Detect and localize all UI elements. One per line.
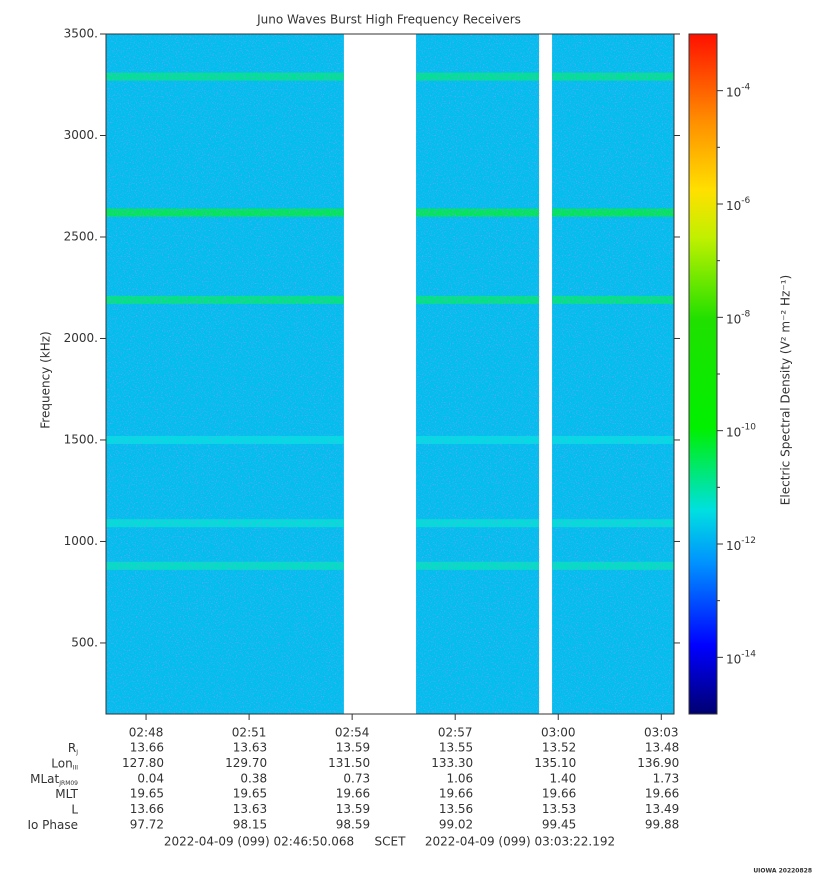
ephemeris-value: 13.48: [645, 741, 679, 755]
z-tick-label: 10-12: [726, 536, 756, 553]
ephemeris-value: 13.66: [130, 802, 164, 816]
ephemeris-label: LonIII: [51, 756, 78, 771]
z-tick-base: 10: [726, 199, 741, 213]
z-tick-base: 10: [726, 652, 741, 666]
ephemeris-value: 13.53: [542, 802, 576, 816]
spectrogram: [106, 34, 674, 714]
ephemeris-value: 97.72: [130, 818, 164, 832]
y-tick-label: 2500.: [64, 229, 98, 243]
z-tick-exponent: -8: [741, 309, 750, 319]
ephemeris-value: 131.50: [328, 756, 370, 770]
noise-texture: [552, 34, 674, 714]
z-tick-label: 10-4: [726, 82, 751, 99]
ephemeris-label: RJ: [68, 741, 78, 756]
x-tick-label: 02:51: [232, 726, 267, 740]
ephemeris-value: 19.66: [645, 787, 679, 801]
z-tick-base: 10: [726, 85, 741, 99]
y-tick-label: 1500.: [64, 432, 98, 446]
z-tick-label: 10-14: [726, 649, 756, 666]
z-tick-exponent: -6: [741, 196, 750, 206]
z-tick-label: 10-8: [726, 309, 751, 326]
ephemeris-label-main: Lon: [51, 756, 72, 770]
z-tick-base: 10: [726, 312, 741, 326]
ephemeris-value: 133.30: [431, 756, 473, 770]
colorbar: [688, 33, 718, 715]
ephemeris-value: 99.88: [645, 818, 679, 832]
z-tick-base: 10: [726, 539, 741, 553]
end-time: 2022-04-09 (099) 03:03:22.192: [425, 835, 615, 849]
ephemeris-value: 13.59: [336, 741, 370, 755]
start-time: 2022-04-09 (099) 02:46:50.068: [164, 835, 354, 849]
ephemeris-label-main: MLat: [30, 771, 59, 785]
x-tick-label: 03:03: [644, 726, 679, 740]
ephemeris-value: 136.90: [637, 756, 679, 770]
ephemeris-label-sub: JRM09: [58, 779, 78, 786]
ephemeris-value: 13.56: [439, 802, 473, 816]
colorbar-label: Electric Spectral Density (V² m⁻² Hz⁻¹): [779, 275, 793, 505]
y-tick-label: 3500.: [64, 27, 98, 41]
noise-texture: [106, 34, 344, 714]
z-tick-exponent: -10: [741, 422, 756, 432]
ephemeris-value: 13.63: [233, 802, 267, 816]
chart-title: Juno Waves Burst High Frequency Receiver…: [256, 13, 521, 27]
z-tick-label: 10-6: [726, 196, 751, 213]
ephemeris-value: 13.52: [542, 741, 576, 755]
ephemeris-value: 1.06: [446, 771, 473, 785]
ephemeris-value: 127.80: [122, 756, 164, 770]
ephemeris-label-sub: J: [75, 749, 78, 756]
ephemeris-label: MLT: [55, 787, 78, 801]
y-tick-label: 500.: [71, 635, 98, 649]
ephemeris-label-main: MLT: [55, 787, 78, 801]
ephemeris-value: 0.04: [137, 771, 164, 785]
noise-texture: [416, 34, 540, 714]
ephemeris-value: 19.65: [233, 787, 267, 801]
ephemeris-value: 135.10: [534, 756, 576, 770]
ephemeris-value: 13.59: [336, 802, 370, 816]
ephemeris-value: 1.40: [550, 771, 577, 785]
ephemeris-value: 13.63: [233, 741, 267, 755]
ephemeris-label-main: Io Phase: [27, 818, 78, 832]
ephemeris-label: Io Phase: [27, 818, 78, 832]
ephemeris-value: 19.66: [542, 787, 576, 801]
ephemeris-value: 0.38: [240, 771, 267, 785]
ephemeris-value: 98.59: [336, 818, 370, 832]
ephemeris-value: 98.15: [233, 818, 267, 832]
ephemeris-value: 13.49: [645, 802, 679, 816]
ephemeris-value: 13.55: [439, 741, 473, 755]
z-tick-exponent: -14: [741, 649, 756, 659]
ephemeris-label: MLatJRM09: [30, 771, 78, 786]
footer: UIOWA 20220828: [753, 868, 812, 875]
x-tick-label: 02:57: [438, 726, 473, 740]
ephemeris-value: 19.66: [439, 787, 473, 801]
x-tick-label: 02:54: [335, 726, 370, 740]
time-label: SCET: [375, 835, 407, 849]
ephemeris-value: 99.02: [439, 818, 473, 832]
z-tick-base: 10: [726, 425, 741, 439]
ephemeris-value: 19.65: [130, 787, 164, 801]
ephemeris-label-sub: III: [73, 764, 79, 771]
ephemeris-value: 129.70: [225, 756, 267, 770]
y-tick-label: 1000.: [64, 534, 98, 548]
ephemeris-value: 99.45: [542, 818, 576, 832]
ephemeris-value: 13.66: [130, 741, 164, 755]
plot-frame: [105, 33, 675, 715]
ephemeris-label: L: [71, 802, 78, 816]
ephemeris-label-main: R: [68, 741, 76, 755]
z-tick-label: 10-10: [726, 422, 756, 439]
y-tick-label: 2000.: [64, 331, 98, 345]
z-tick-exponent: -12: [741, 536, 756, 546]
x-tick-label: 02:48: [129, 726, 164, 740]
x-tick-label: 03:00: [541, 726, 576, 740]
ephemeris-value: 1.73: [653, 771, 680, 785]
ephemeris-value: 19.66: [336, 787, 370, 801]
ephemeris-label-main: L: [71, 802, 78, 816]
y-tick-label: 3000.: [64, 128, 98, 142]
ephemeris-value: 0.73: [343, 771, 370, 785]
y-axis-label: Frequency (kHz): [39, 331, 53, 428]
z-tick-exponent: -4: [741, 82, 750, 92]
